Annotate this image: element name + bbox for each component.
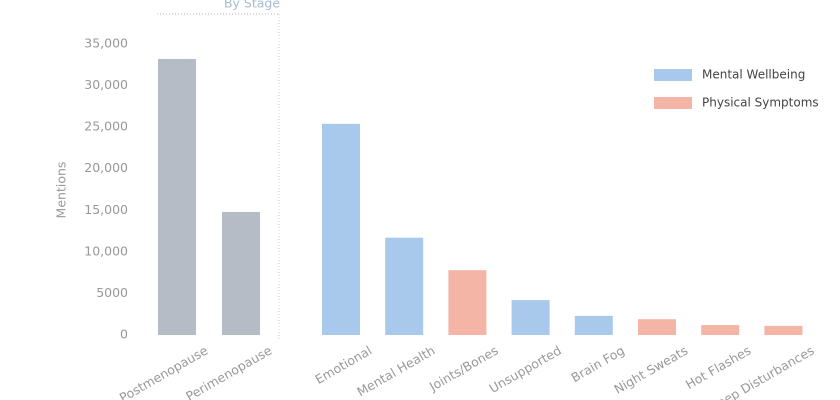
legend-label: Physical Symptoms <box>702 96 819 110</box>
y-tick-label: 35,000 <box>84 36 128 51</box>
bar <box>448 270 487 335</box>
y-tick-label: 0 <box>120 327 128 342</box>
y-tick-label: 20,000 <box>84 160 128 175</box>
y-tick-label: 10,000 <box>84 243 128 258</box>
legend-swatch <box>654 97 692 109</box>
y-axis-label: Mentions <box>54 162 69 219</box>
group-label: By Stage <box>224 0 280 11</box>
x-tick-label: Unsupported <box>486 343 563 396</box>
y-tick-label: 30,000 <box>84 77 128 92</box>
bar <box>764 325 803 335</box>
legend-label: Mental Wellbeing <box>702 68 805 82</box>
bar <box>322 123 360 336</box>
bar <box>574 315 613 335</box>
legend: Mental Wellbeing Physical Symptoms <box>654 68 819 110</box>
bar <box>511 300 550 335</box>
bar <box>701 325 740 335</box>
bar <box>638 319 676 335</box>
bar <box>158 58 196 336</box>
y-tick-label: 25,000 <box>84 119 128 134</box>
bar <box>222 211 260 335</box>
bar <box>385 237 424 335</box>
y-tick-label: 5000 <box>96 285 128 300</box>
legend-swatch <box>654 69 692 81</box>
y-tick-label: 15,000 <box>84 202 128 217</box>
